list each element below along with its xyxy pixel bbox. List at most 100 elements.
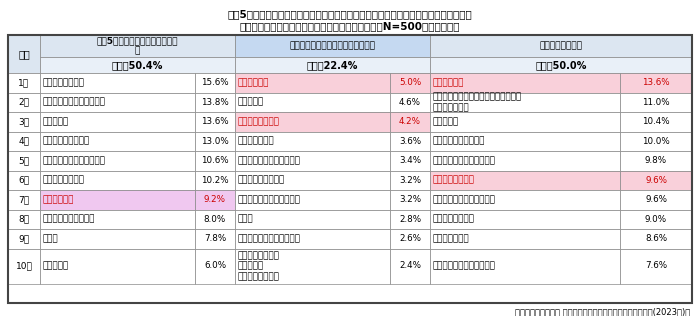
Bar [40,73,195,93]
Text: ドラム式乾燥機付き洗濯機: ドラム式乾燥機付き洗濯機 [238,234,301,243]
Text: 9.6%: 9.6% [645,176,667,185]
Text: 掃除ロボット: 掃除ロボット [433,78,465,87]
Text: コードレス掃除機: コードレス掃除機 [43,78,85,87]
Bar [235,73,390,93]
Bar [390,112,430,131]
Bar [390,131,430,151]
Bar [390,73,430,93]
Bar [40,93,195,112]
Bar [40,190,195,210]
Bar [8,73,40,93]
Text: 自動洗浄機能付きエアコン: 自動洗浄機能付きエアコン [238,156,301,165]
Bar [8,35,692,303]
Bar [390,171,430,190]
Text: スティック型掃除機: スティック型掃除機 [43,137,90,146]
Bar [430,112,620,131]
Text: 10.6%: 10.6% [201,156,229,165]
Bar [430,151,620,171]
Bar [40,248,195,283]
Bar [40,229,195,248]
Bar [40,151,195,171]
Text: ある：50.4%: ある：50.4% [112,60,163,70]
Text: 5位: 5位 [18,156,29,165]
Bar [8,210,40,229]
Text: 10.0%: 10.0% [642,137,670,146]
Bar [620,229,692,248]
Text: 自動調理鍋（電気圧力鍋）: 自動調理鍋（電気圧力鍋） [238,195,301,204]
Bar [235,151,390,171]
Text: 8.0%: 8.0% [204,215,226,224]
Bar [8,112,40,131]
Text: 3.2%: 3.2% [399,176,421,185]
Bar [8,131,40,151]
Text: 欲しい家電や設備: 欲しい家電や設備 [540,41,582,51]
Text: 3.6%: 3.6% [399,137,421,146]
Text: 10.2%: 10.2% [201,176,229,185]
Text: 直近5年程度で、家事を楽にするために取り入れた、新たに購入した家電や設備の有無: 直近5年程度で、家事を楽にするために取り入れた、新たに購入した家電や設備の有無 [228,9,472,19]
Bar [8,190,40,210]
Text: 13.6%: 13.6% [642,78,670,87]
Bar [235,35,430,57]
Bar [8,151,40,171]
Bar [390,210,430,229]
Bar [235,131,390,151]
Text: また、現在欲しいと思っている家電や設備の有無（N=500・複数回答）: また、現在欲しいと思っている家電や設備の有無（N=500・複数回答） [239,21,461,31]
Text: 3.4%: 3.4% [399,156,421,165]
Text: 自動洗浄機能付きエアコン: 自動洗浄機能付きエアコン [43,98,106,107]
Bar [40,57,235,73]
Text: 汚れが付きにくい便器: 汚れが付きにくい便器 [43,215,95,224]
Bar [620,151,692,171]
Text: 自動洗浄機能付きエアコン: 自動洗浄機能付きエアコン [433,262,496,270]
Text: 7.6%: 7.6% [645,262,667,270]
Bar [390,190,430,210]
Bar [195,112,235,131]
Text: 高圧洗浄機: 高圧洗浄機 [238,98,265,107]
Text: ドラム式乾燥機付き洗濯機: ドラム式乾燥機付き洗濯機 [43,156,106,165]
Bar [40,35,235,57]
Text: 高圧洗浄機: 高圧洗浄機 [43,262,69,270]
Bar [430,93,620,112]
Bar [430,131,620,151]
Bar [430,229,620,248]
Text: 9.6%: 9.6% [645,195,667,204]
Bar [430,248,620,283]
Text: お掃除不要（自動洗浄機能付きなど）
のレンジフード: お掃除不要（自動洗浄機能付きなど） のレンジフード [433,93,522,112]
Text: 13.0%: 13.0% [201,137,229,146]
Text: 2位: 2位 [18,98,29,107]
Bar [390,151,430,171]
Bar [235,248,390,283]
Bar [430,210,620,229]
Bar [620,131,692,151]
Text: 11.0%: 11.0% [642,98,670,107]
Bar [195,210,235,229]
Text: 掃除ロボット: 掃除ロボット [238,78,270,87]
Bar [195,131,235,151]
Bar [8,229,40,248]
Text: 布団クリーナー: 布団クリーナー [238,137,274,146]
Bar [620,112,692,131]
Text: 4.2%: 4.2% [399,117,421,126]
Bar [620,248,692,283]
Text: 布団クリーナー: 布団クリーナー [433,234,470,243]
Bar [40,171,195,190]
Text: 汚れが付きにくい便器: 汚れが付きにくい便器 [433,137,486,146]
Text: 15.6%: 15.6% [201,78,229,87]
Bar [235,93,390,112]
Text: 3位: 3位 [18,117,29,126]
Text: 9.2%: 9.2% [204,195,226,204]
Bar [195,171,235,190]
Bar [620,93,692,112]
Text: 6位: 6位 [18,176,29,185]
Text: 2.6%: 2.6% [399,234,421,243]
Bar [8,35,40,73]
Text: 直近5年程度で購入した家電や設
備: 直近5年程度で購入した家電や設 備 [97,36,178,56]
Text: 4.6%: 4.6% [399,98,421,107]
Bar [620,190,692,210]
Text: 9位: 9位 [18,234,29,243]
Bar [235,190,390,210]
Bar [390,93,430,112]
Text: 1位: 1位 [18,78,29,87]
Text: 5.0%: 5.0% [399,78,421,87]
Text: ある：50.0%: ある：50.0% [536,60,587,70]
Text: 4位: 4位 [18,137,29,146]
